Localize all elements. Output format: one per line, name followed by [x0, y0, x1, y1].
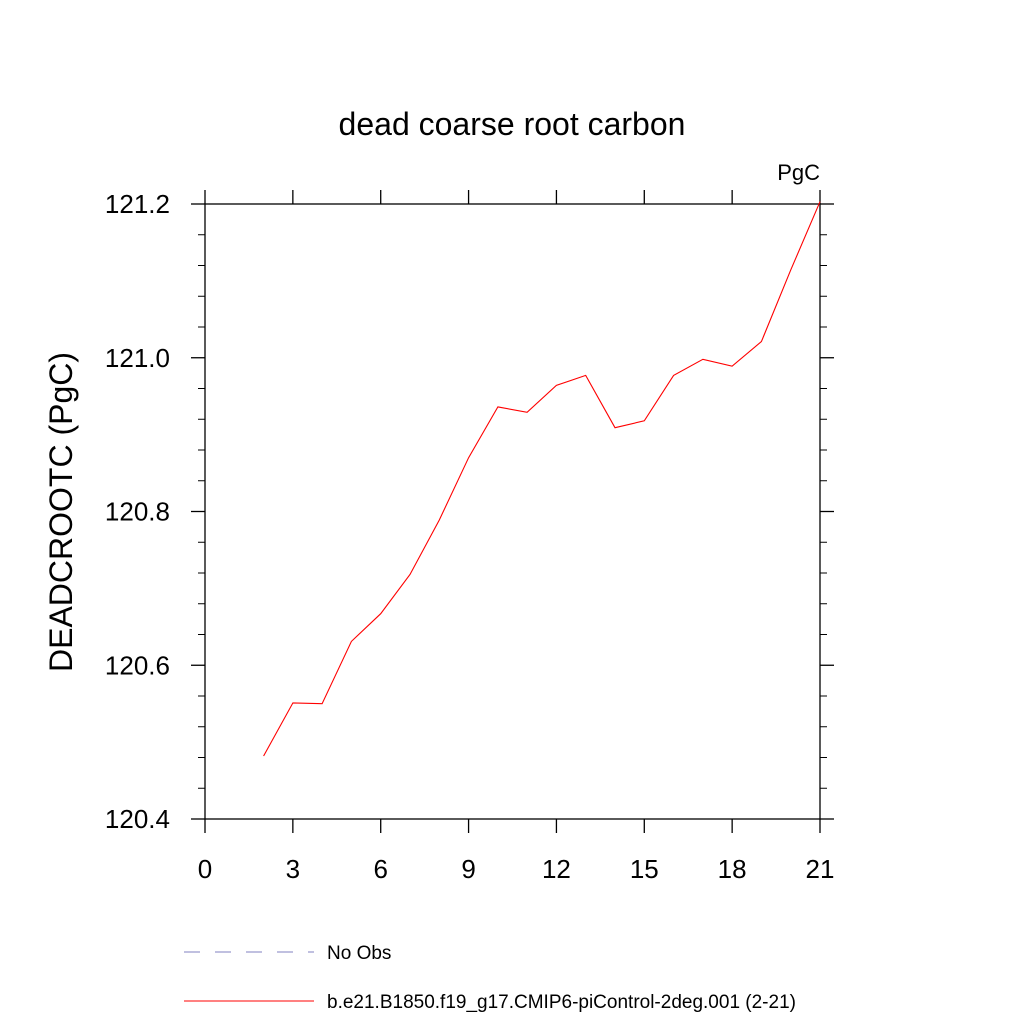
y-axis-label: DEADCROOTC (PgC) — [43, 352, 79, 672]
y-tick-label: 120.4 — [105, 804, 170, 834]
x-tick-label: 15 — [630, 854, 659, 884]
x-tick-label: 3 — [286, 854, 300, 884]
axis-ticks — [191, 190, 834, 833]
y-tick-label: 121.2 — [105, 189, 170, 219]
legend-label: No Obs — [327, 943, 391, 964]
x-tick-label: 0 — [198, 854, 212, 884]
y-tick-label: 121.0 — [105, 343, 170, 373]
plot-frame — [204, 203, 821, 820]
y-tick-label: 120.8 — [105, 497, 170, 527]
series-layer — [263, 201, 821, 757]
units-label: PgC — [777, 160, 820, 185]
chart-title: dead coarse root carbon — [339, 106, 686, 142]
x-tick-label: 18 — [718, 854, 747, 884]
x-tick-label: 9 — [461, 854, 475, 884]
tick-labels: 0 3 6 9 12 15 18 21 120.4 120.6 120.8 121.0 121.2 — [105, 189, 835, 884]
x-tick-label: 21 — [806, 854, 835, 884]
x-tick-label: 6 — [373, 854, 387, 884]
x-tick-label: 12 — [542, 854, 571, 884]
legend-label: b.e21.B1850.f19_g17.CMIP6-piControl-2deg… — [327, 992, 796, 1013]
y-tick-label: 120.6 — [105, 650, 170, 680]
series-line — [263, 201, 821, 757]
legend: No Obs b.e21.B1850.f19_g17.CMIP6-piContro… — [184, 943, 796, 1013]
